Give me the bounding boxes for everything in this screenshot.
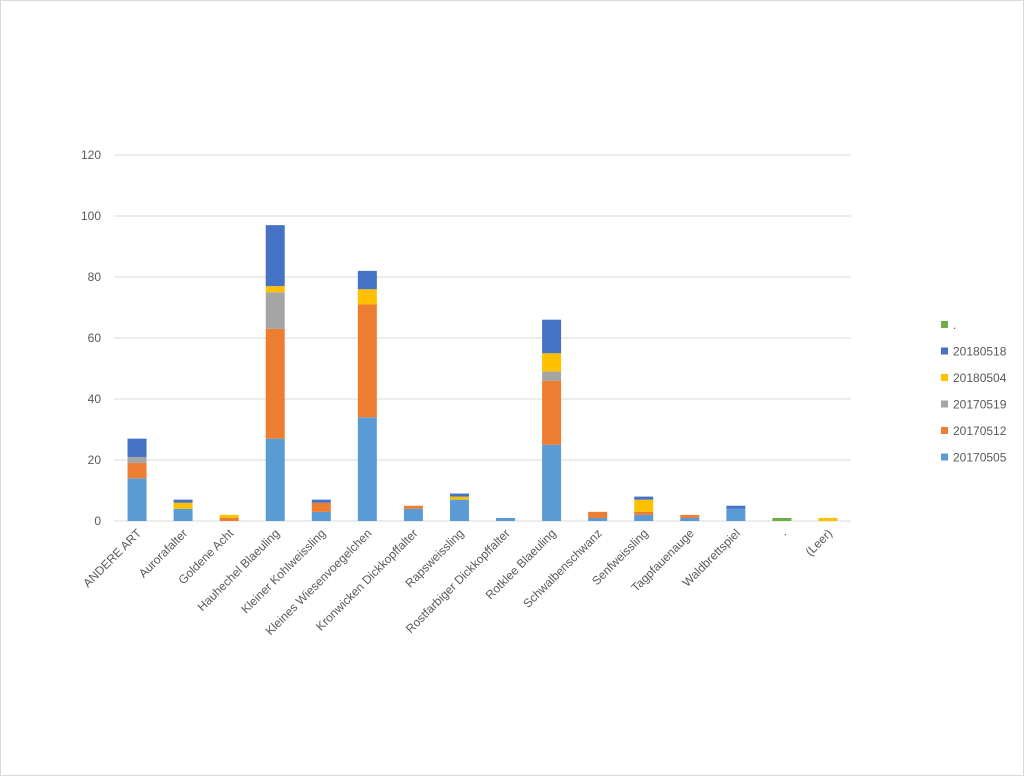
bar-segment bbox=[449, 496, 469, 500]
bar-segment bbox=[127, 438, 147, 457]
bar-segment bbox=[726, 508, 746, 521]
bar-segment bbox=[772, 517, 792, 521]
bar-segment bbox=[265, 286, 285, 293]
bar-segment bbox=[449, 493, 469, 497]
bar-segment bbox=[726, 505, 746, 509]
bar-segment bbox=[357, 270, 377, 290]
bar-segment bbox=[311, 502, 331, 512]
bar-segment bbox=[588, 511, 608, 518]
legend-swatch bbox=[941, 453, 948, 461]
bar-segment bbox=[634, 511, 654, 515]
bar-segment bbox=[542, 353, 562, 372]
bar-segment bbox=[680, 517, 700, 521]
y-tick-label: 100 bbox=[81, 209, 101, 223]
bar-segment bbox=[680, 514, 700, 518]
bar-segment bbox=[265, 292, 285, 329]
gridlines bbox=[114, 154, 851, 522]
legend-label: . bbox=[953, 318, 956, 332]
legend-swatch bbox=[941, 347, 948, 355]
x-category-label: . bbox=[777, 526, 789, 538]
bar-segment bbox=[542, 371, 562, 381]
legend-label: 20170512 bbox=[953, 424, 1007, 438]
bar-segment bbox=[127, 456, 147, 464]
legend-label: 20180504 bbox=[953, 371, 1007, 385]
bar-segment bbox=[357, 304, 377, 418]
bar-segment bbox=[265, 328, 285, 439]
bars bbox=[127, 225, 838, 521]
y-tick-label: 40 bbox=[88, 392, 102, 406]
bar-segment bbox=[496, 517, 516, 521]
legend-label: 20170519 bbox=[953, 398, 1007, 412]
bar-segment bbox=[588, 517, 608, 521]
bar-segment bbox=[173, 508, 193, 521]
bar-segment bbox=[542, 380, 562, 445]
bar-segment bbox=[542, 319, 562, 354]
y-tick-label: 80 bbox=[88, 270, 102, 284]
bar-segment bbox=[357, 289, 377, 305]
bar-segment bbox=[542, 444, 562, 521]
x-category-label: Schwalbenschwanz bbox=[520, 526, 604, 610]
bar-segment bbox=[449, 499, 469, 521]
legend-swatch bbox=[941, 321, 948, 328]
legend-label: 20180518 bbox=[953, 345, 1007, 359]
bar-segment bbox=[403, 505, 423, 509]
y-tick-label: 60 bbox=[88, 331, 102, 345]
legend-swatch bbox=[941, 374, 948, 381]
bar-segment bbox=[357, 417, 377, 521]
bar-segment bbox=[127, 478, 147, 521]
bar-segment bbox=[173, 499, 193, 503]
legend-swatch bbox=[941, 400, 948, 408]
bar-segment bbox=[634, 496, 654, 500]
y-tick-label: 120 bbox=[81, 148, 101, 162]
x-category-label: (Leer) bbox=[803, 526, 836, 559]
bar-segment bbox=[127, 463, 147, 479]
bar-segment bbox=[634, 514, 654, 521]
bar-segment bbox=[173, 502, 193, 509]
bar-segment bbox=[265, 225, 285, 287]
bar-segment bbox=[818, 517, 838, 521]
bar-segment bbox=[403, 508, 423, 521]
bar-segment bbox=[311, 499, 331, 503]
bar-segment bbox=[219, 517, 239, 521]
y-tick-label: 0 bbox=[94, 514, 101, 528]
bar-segment bbox=[311, 511, 331, 521]
x-category-label: Hauhechel Blaeuling bbox=[195, 526, 283, 614]
x-category-label: Kleiner Kohlweissling bbox=[238, 526, 328, 616]
legend: . 20180518 20180504 20170519 20170512 2017050… bbox=[941, 318, 1007, 465]
bar-segment bbox=[634, 499, 654, 512]
bar-segment bbox=[265, 438, 285, 521]
y-axis-tick-labels: 0 20 40 60 80 100 120 bbox=[81, 148, 101, 528]
legend-swatch bbox=[941, 427, 948, 434]
y-tick-label: 20 bbox=[88, 453, 102, 467]
legend-label: 20170505 bbox=[953, 451, 1007, 465]
x-category-label: ANDERE ART bbox=[80, 526, 144, 590]
bar-segment bbox=[219, 514, 239, 518]
